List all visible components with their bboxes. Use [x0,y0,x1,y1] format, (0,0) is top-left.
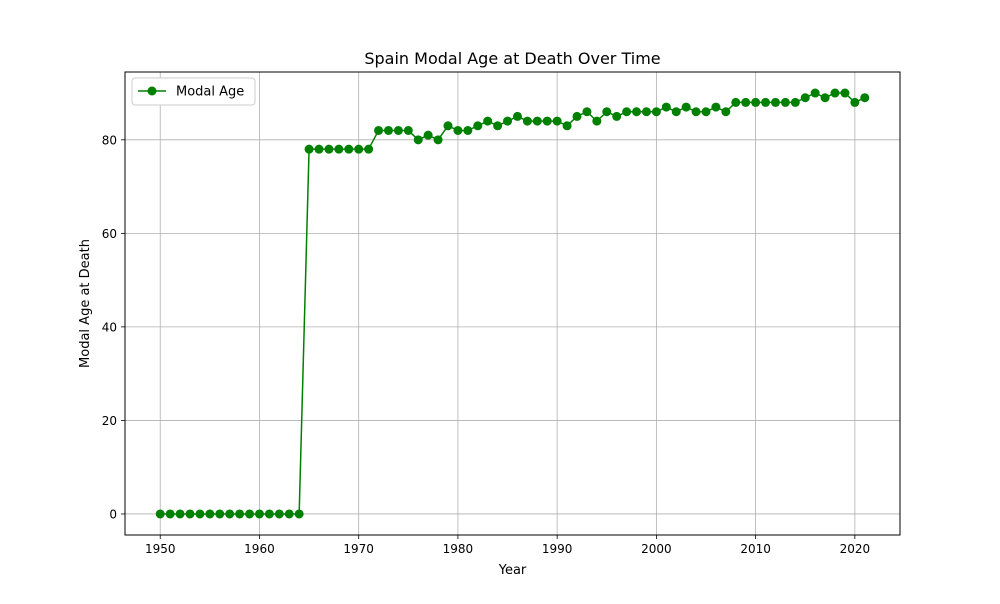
grid-layer [125,72,900,535]
y-tick-label: 40 [102,320,117,334]
legend-box [131,77,256,106]
data-point [632,107,642,117]
data-point [731,97,741,107]
data-point [602,107,612,117]
data-point [701,107,711,117]
data-point [304,144,314,154]
data-point [751,97,761,107]
data-point [582,107,592,117]
data-point [433,135,443,145]
x-axis-label: Year [498,563,527,578]
data-point [681,102,691,112]
data-point [790,97,800,107]
data-point [245,509,255,519]
data-layer [155,88,870,519]
legend-label: Modal Age [176,85,244,100]
data-point [393,125,403,135]
data-point [840,88,850,98]
x-tick-label: 2020 [840,542,871,556]
data-point [284,509,294,519]
data-point [354,144,364,154]
data-point [254,509,264,519]
x-tick-label: 1960 [244,542,275,556]
data-point [175,509,185,519]
data-point [542,116,552,126]
data-point [364,144,374,154]
data-point [592,116,602,126]
data-point [860,93,870,103]
data-point [661,102,671,112]
data-point [443,121,453,131]
data-point [780,97,790,107]
data-point [374,125,384,135]
data-point [552,116,562,126]
data-point [473,121,483,131]
data-point [165,509,175,519]
data-point [324,144,334,154]
data-point [403,125,413,135]
data-point [691,107,701,117]
data-point [195,509,205,519]
legend-marker-swatch [147,86,157,96]
data-point [413,135,423,145]
x-tick-label: 1950 [145,542,176,556]
data-point [810,88,820,98]
data-point [453,125,463,135]
data-point [820,93,830,103]
data-point [334,144,344,154]
y-tick-label: 60 [102,227,117,241]
data-point [155,509,165,519]
data-point [562,121,572,131]
data-point [671,107,681,117]
data-point [493,121,503,131]
x-tick-label: 2000 [641,542,672,556]
y-tick-label: 0 [109,507,117,521]
data-point [264,509,274,519]
data-point [522,116,532,126]
data-point [651,107,661,117]
data-point [612,111,622,121]
tick-layer: 1950 1960 1970 1980 1990 2000 2010 2020 0 20 40 60 8… [102,133,870,556]
y-axis-label: Modal Age at Death [78,239,93,368]
data-point [741,97,751,107]
data-point [830,88,840,98]
chart-title: Spain Modal Age at Death Over Time [364,49,660,68]
data-point [463,125,473,135]
data-point [512,111,522,121]
data-point [274,509,284,519]
data-point [215,509,225,519]
data-point [423,130,433,140]
data-point [225,509,235,519]
x-tick-label: 2010 [740,542,771,556]
legend: Modal Age [131,77,256,106]
data-point [235,509,245,519]
data-point [503,116,513,126]
data-point [761,97,771,107]
data-point [641,107,651,117]
data-point [205,509,215,519]
data-point [294,509,304,519]
data-point [800,93,810,103]
data-point [532,116,542,126]
data-point [622,107,632,117]
data-point [770,97,780,107]
data-point [850,97,860,107]
x-tick-label: 1990 [542,542,573,556]
data-point [721,107,731,117]
data-point [711,102,721,112]
x-tick-label: 1970 [343,542,374,556]
data-point [572,111,582,121]
y-tick-label: 20 [102,414,117,428]
data-point [344,144,354,154]
series-line [160,92,866,515]
data-point [483,116,493,126]
y-tick-label: 80 [102,133,117,147]
x-tick-label: 1980 [443,542,474,556]
axes-frame [124,71,901,536]
data-point [314,144,324,154]
data-point [383,125,393,135]
data-point [185,509,195,519]
